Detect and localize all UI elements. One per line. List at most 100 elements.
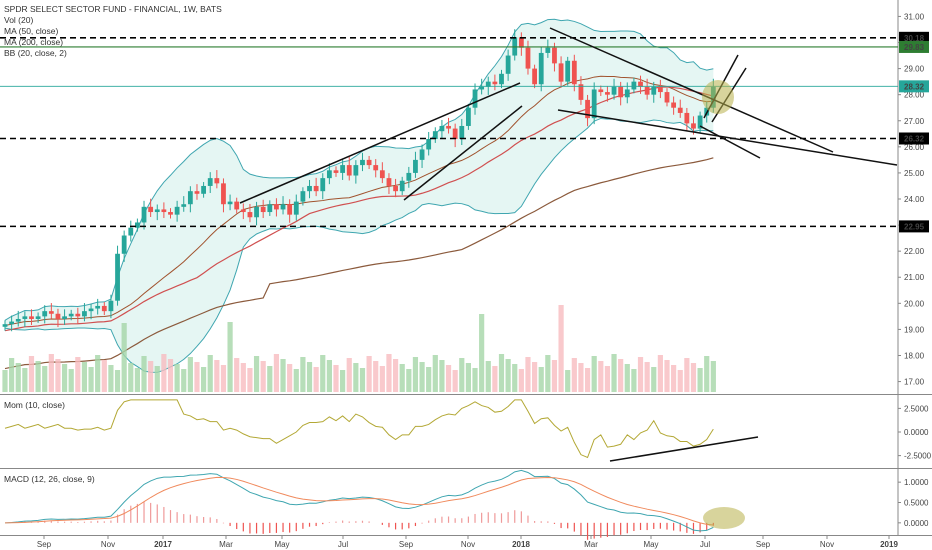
volume-bar: [75, 357, 81, 392]
volume-bar: [48, 354, 54, 392]
volume-bar: [690, 363, 697, 392]
level-label-last: 28.32: [904, 82, 925, 91]
mom-tick-label: 2.5000: [904, 404, 929, 413]
volume-bar: [340, 370, 346, 392]
volume-bar: [220, 365, 227, 392]
volume-bar: [15, 363, 21, 392]
legend-bb: BB (20, close, 2): [4, 48, 67, 58]
candle-body: [611, 86, 617, 95]
volume-bar: [498, 354, 505, 392]
volume-bar: [419, 362, 425, 392]
level-label-bg-low: [899, 220, 929, 233]
volume-bar: [273, 354, 280, 392]
time-tick-label: May: [274, 540, 289, 549]
volume-bar: [532, 362, 538, 392]
price-tick-label: 18.00: [904, 351, 925, 360]
volume-bar: [306, 362, 313, 392]
price-tick-label: 20.00: [904, 299, 925, 308]
level-label-low: 22.95: [904, 222, 925, 231]
volume-bar: [247, 368, 253, 392]
macd-signal-line: [4, 476, 714, 526]
time-tick-label: 2019: [880, 540, 898, 549]
candle-body: [340, 165, 346, 173]
candle-body: [62, 316, 67, 319]
candle-body: [15, 318, 21, 322]
candle-body: [452, 128, 458, 140]
price-tick-label: 24.00: [904, 195, 925, 204]
volume-bar: [545, 355, 551, 392]
candle-body: [234, 201, 240, 210]
volume-bar: [2, 370, 8, 392]
level-label-support: 26.32: [904, 134, 925, 143]
volume-bar: [697, 368, 703, 392]
volume-bar: [174, 364, 180, 392]
volume-bar: [432, 355, 438, 392]
candle-body: [353, 165, 359, 176]
candle-body: [42, 311, 48, 317]
volume-bar: [81, 362, 88, 392]
candle-body: [558, 63, 564, 82]
price-tick-label: 21.00: [904, 273, 925, 282]
candle-body: [657, 86, 663, 93]
volume-bar: [459, 358, 465, 392]
candle-body: [545, 47, 551, 53]
volume-bar: [591, 356, 597, 392]
volume-bar: [518, 369, 524, 392]
candle-body: [148, 206, 154, 213]
candle-body: [618, 86, 624, 98]
volume-bar: [61, 364, 68, 392]
candle-body: [194, 191, 200, 194]
volume-bar: [207, 355, 213, 392]
price-tick-label: 28.00: [904, 91, 925, 100]
candle-body: [267, 204, 273, 213]
volume-bar: [148, 361, 154, 392]
time-tick-label: Sep: [756, 540, 771, 549]
volume-bar: [267, 366, 273, 392]
volume-bar: [108, 365, 114, 392]
price-tick-label: 29.00: [904, 65, 925, 74]
candle-body: [565, 60, 571, 82]
volume-bar: [260, 361, 266, 392]
candle-body: [214, 178, 220, 184]
volume-bar: [637, 357, 644, 392]
volume-bar: [95, 355, 101, 392]
mom-legend: Mom (10, close): [4, 400, 65, 410]
volume-bar: [161, 354, 167, 392]
volume-bar: [392, 359, 399, 392]
candle-body: [538, 52, 544, 85]
candle-body: [22, 316, 28, 319]
volume-bar: [551, 360, 558, 392]
volume-bar: [28, 356, 35, 392]
trendline: [557, 109, 898, 166]
volume-bar: [300, 357, 306, 392]
volume-bar: [287, 364, 293, 392]
candle-body: [360, 159, 365, 166]
candle-body: [525, 47, 531, 69]
candle-body: [578, 84, 584, 100]
volume-bar: [472, 368, 478, 392]
volume-bar: [412, 357, 419, 392]
candle-body: [393, 185, 398, 192]
legend-title: SPDR SELECT SECTOR FUND - FINANCIAL, 1W,…: [4, 4, 222, 14]
volume-bar: [399, 364, 405, 392]
volume-bar: [578, 363, 584, 392]
time-tick-label: Sep: [399, 540, 414, 549]
candle-body: [75, 313, 81, 317]
price-legend: SPDR SELECT SECTOR FUND - FINANCIAL, 1W,…: [4, 4, 222, 59]
candle-body: [644, 86, 650, 95]
volume-bar: [512, 364, 518, 392]
trendline: [239, 82, 521, 204]
volume-bar: [406, 369, 412, 392]
volume-bar: [201, 367, 207, 392]
candle-body: [379, 170, 385, 179]
candle-body: [446, 125, 451, 129]
candle-body: [300, 191, 306, 202]
level-label-resistance: 29.83: [904, 43, 925, 52]
candle-body: [254, 206, 259, 218]
volume-bar: [604, 366, 611, 392]
candle-body: [505, 55, 511, 74]
volume-bar: [121, 323, 127, 392]
candle-body: [651, 86, 657, 95]
